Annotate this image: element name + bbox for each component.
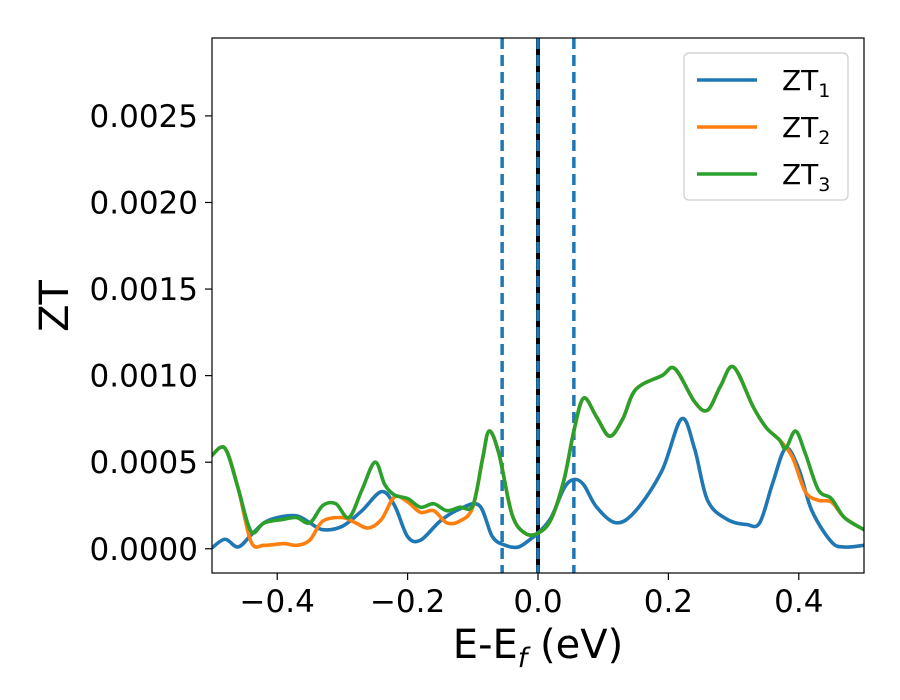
x-tick-label: −0.2	[370, 584, 445, 620]
x-axis-title-unit: (eV)	[527, 622, 623, 668]
legend-label-main: ZT	[782, 64, 819, 97]
y-tick-label: 0.0015	[90, 272, 198, 308]
y-tick-label: 0.0010	[90, 359, 198, 395]
x-axis-title: E-Ef (eV)	[453, 622, 623, 674]
y-axis-ticks: 0.0000 0.0005 0.0010 0.0015 0.0020 0.0025	[90, 99, 212, 568]
legend-label-zt3: ZT3	[782, 158, 830, 196]
y-tick-label: 0.0025	[90, 99, 198, 135]
x-tick-label: 0.0	[513, 584, 562, 620]
x-axis-ticks: −0.4 −0.2 0.0 0.2 0.4	[240, 573, 823, 620]
x-tick-label: −0.4	[240, 584, 315, 620]
y-tick-label: 0.0005	[90, 445, 198, 481]
legend-box	[683, 52, 849, 201]
legend-label-zt1: ZT1	[782, 64, 830, 102]
legend-label-sub: 3	[818, 174, 830, 196]
legend-label-sub: 1	[818, 80, 830, 102]
legend-label-zt2: ZT2	[782, 111, 830, 149]
x-axis-title-main: E-E	[453, 622, 518, 668]
legend-label-main: ZT	[782, 158, 819, 191]
y-tick-label: 0.0020	[90, 185, 198, 221]
y-tick-label: 0.0000	[90, 532, 198, 568]
series-line-zt3	[212, 364, 864, 538]
y-axis-title: ZT	[32, 280, 78, 332]
legend-label-main: ZT	[782, 111, 819, 144]
series-lines	[212, 364, 864, 550]
x-tick-label: 0.2	[644, 584, 693, 620]
legend-label-sub: 2	[818, 127, 830, 149]
reference-lines	[500, 38, 576, 573]
x-tick-label: 0.4	[774, 584, 823, 620]
